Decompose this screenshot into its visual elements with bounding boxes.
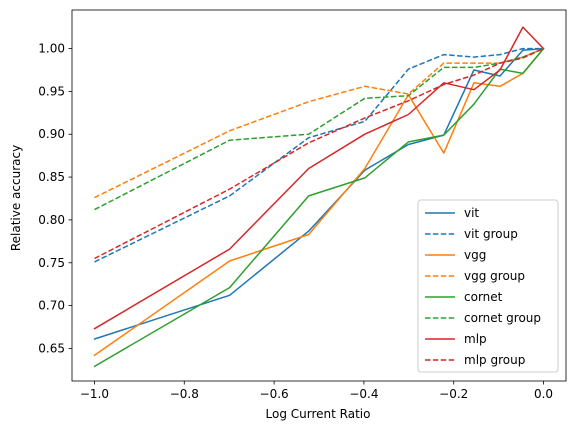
series-layer xyxy=(93,26,545,368)
series-line-mlp-group xyxy=(94,47,544,260)
y-tick-label: 0.90 xyxy=(38,127,65,141)
legend: vit vit group vgg vgg group cornet cornet gro… xyxy=(417,199,559,373)
y-tick-label: 1.00 xyxy=(38,42,65,56)
x-axis-label: Log Current Ratio xyxy=(266,407,371,421)
axes-layer: −1.0 −0.8 −0.6 −0.4 −0.2 0.0 0.65 0.70 0.75 0.80 0… xyxy=(38,9,567,401)
legend-label-mlp: mlp xyxy=(464,332,487,346)
y-tick-label: 0.65 xyxy=(38,341,65,355)
x-tick-label: −0.6 xyxy=(260,387,289,401)
series-line-vit xyxy=(93,47,545,340)
x-tick-label: −0.2 xyxy=(439,387,468,401)
series-line-vgg xyxy=(93,47,545,357)
x-tick-label: −0.4 xyxy=(349,387,378,401)
legend-label-cornet-group: cornet group xyxy=(464,311,541,325)
x-tick-label: 0.0 xyxy=(534,387,553,401)
legend-box xyxy=(417,199,559,373)
x-tick-label: −1.0 xyxy=(80,387,109,401)
legend-label-vgg: vgg xyxy=(464,248,486,262)
legend-label-vit-group: vit group xyxy=(464,227,518,241)
y-tick-label: 0.85 xyxy=(38,170,65,184)
series-line-cornet xyxy=(93,47,545,368)
axes-frame xyxy=(71,9,567,382)
y-tick-label: 0.80 xyxy=(38,213,65,227)
legend-label-cornet: cornet xyxy=(464,290,503,304)
y-tick-label: 0.95 xyxy=(38,84,65,98)
legend-label-mlp-group: mlp group xyxy=(464,353,525,367)
y-axis-label: Relative accuracy xyxy=(9,145,23,251)
legend-label-vit: vit xyxy=(464,206,479,220)
series-line-mlp xyxy=(93,26,545,330)
x-tick-label: −0.8 xyxy=(170,387,199,401)
y-tick-label: 0.75 xyxy=(38,256,65,270)
series-line-vit-group xyxy=(94,47,544,263)
y-tick-label: 0.70 xyxy=(38,299,65,313)
legend-label-vgg-group: vgg group xyxy=(464,269,525,283)
